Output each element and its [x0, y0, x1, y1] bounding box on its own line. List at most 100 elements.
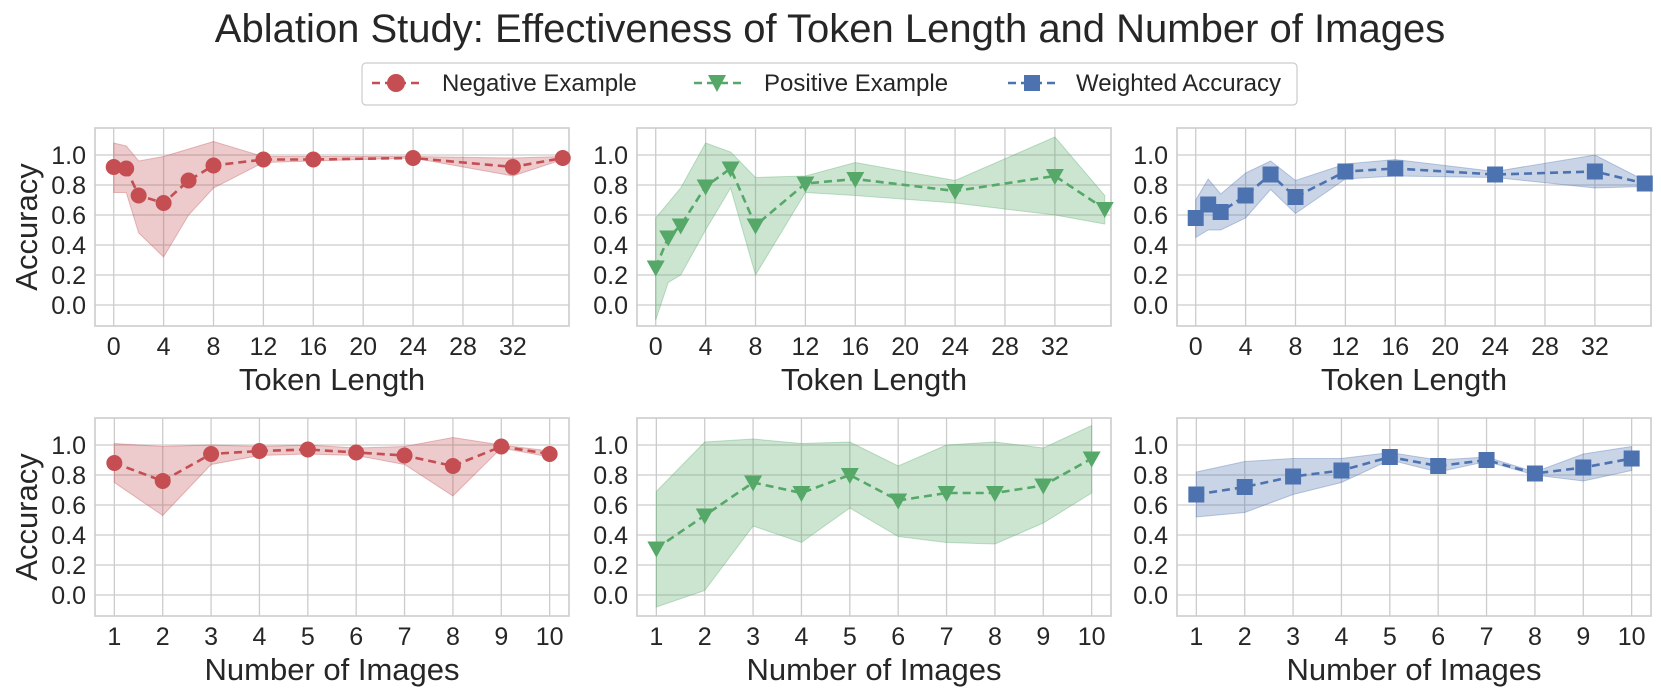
legend-frame	[361, 62, 1298, 106]
data-point	[846, 172, 865, 188]
x-axis-label: Number of Images	[1287, 652, 1542, 687]
x-tick-label: 12	[249, 333, 277, 361]
subplot-1-0: 1 2 3 4 5 6 7 8 9 10 0.00.20.40.60.81.0 Number of I…	[9, 417, 570, 687]
y-tick-label: 0.0	[593, 292, 628, 320]
data-point	[746, 218, 765, 235]
data-point	[299, 441, 316, 458]
x-tick-label: 4	[1239, 333, 1253, 361]
data-point	[1337, 163, 1354, 180]
data-point	[541, 446, 558, 462]
x-tick-label: 10	[536, 623, 564, 651]
legend-label-weighted: Weighted Accuracy	[1076, 70, 1281, 97]
x-tick-label: 10	[1618, 623, 1646, 651]
y-tick-label: 1.0	[1133, 142, 1168, 170]
data-point	[721, 161, 740, 178]
x-tick-label: 10	[1078, 623, 1106, 651]
y-axis-label: Accuracy	[9, 453, 44, 581]
data-point	[106, 455, 123, 471]
legend-label-negative: Negative Example	[442, 70, 637, 97]
x-tick-label: 9	[1036, 623, 1050, 651]
y-tick-label: 1.0	[593, 432, 628, 460]
y-tick-label: 0.6	[593, 492, 628, 520]
data-point	[840, 468, 859, 484]
y-tick-label: 0.2	[593, 552, 628, 580]
data-point	[255, 151, 272, 168]
x-tick-label: 5	[1383, 623, 1397, 651]
legend-entry-negative: Negative Example	[372, 70, 637, 97]
x-tick-label: 1	[107, 623, 121, 651]
legend-marker-weighted	[1024, 75, 1040, 91]
y-tick-label: 0.0	[51, 292, 86, 320]
subplot-0-2: 0 4 8 12 16 20 24 28 32 0.00.20.40.60.81.0 Token L…	[1133, 127, 1653, 397]
x-tick-label: 6	[349, 623, 363, 651]
x-tick-label: 4	[1334, 623, 1348, 651]
y-tick-label: 0.8	[593, 462, 628, 490]
x-tick-label: 32	[499, 333, 527, 361]
plot-area	[95, 128, 569, 326]
x-tick-label: 7	[398, 623, 412, 651]
x-tick-label: 5	[301, 623, 315, 651]
axes-frame	[1176, 417, 1652, 617]
x-tick-label: 1	[1189, 623, 1203, 651]
data-point	[946, 184, 965, 200]
legend-entry-positive: Positive Example	[694, 70, 948, 97]
x-tick-label: 24	[399, 333, 427, 361]
x-tick-label: 24	[941, 333, 969, 361]
x-tick-label: 3	[746, 623, 760, 651]
data-point	[1045, 169, 1064, 185]
data-point	[504, 159, 521, 175]
data-point	[130, 187, 147, 204]
legend-marker-positive	[708, 75, 726, 92]
data-point	[1187, 210, 1204, 226]
data-point	[105, 159, 122, 175]
confidence-band	[655, 136, 1106, 321]
x-tick-label: 4	[699, 333, 713, 361]
y-tick-label: 0.2	[51, 262, 86, 290]
y-tick-label: 0.8	[1133, 462, 1168, 490]
data-point	[1236, 479, 1253, 495]
legend: Negative Example Positive Example Weight…	[361, 62, 1298, 106]
data-point	[985, 486, 1004, 502]
y-tick-label: 1.0	[51, 432, 86, 460]
data-point	[796, 176, 815, 193]
x-tick-label: 9	[494, 623, 508, 651]
data-point	[1586, 163, 1603, 180]
y-tick-label: 0.4	[593, 522, 628, 550]
legend-label-positive: Positive Example	[764, 70, 948, 97]
y-tick-label: 0.4	[51, 522, 86, 550]
x-tick-label: 3	[204, 623, 218, 651]
y-tick-label: 0.0	[51, 582, 86, 610]
y-tick-label: 0.8	[593, 172, 628, 200]
y-tick-label: 0.8	[51, 462, 86, 490]
series-line	[113, 445, 550, 483]
x-tick-label: 8	[1289, 333, 1303, 361]
x-tick-label: 1	[649, 623, 663, 651]
axes-frame	[636, 127, 1112, 327]
y-tick-label: 1.0	[1133, 432, 1168, 460]
y-tick-label: 0.4	[593, 232, 628, 260]
data-point	[180, 172, 197, 189]
subplot-0-1: 0 4 8 12 16 20 24 28 32 0.00.20.40.60.81.0 Token L…	[593, 127, 1114, 397]
data-point	[1575, 459, 1592, 476]
data-point	[1430, 458, 1447, 474]
y-tick-label: 0.8	[1133, 172, 1168, 200]
x-tick-label: 5	[843, 623, 857, 651]
plot-area	[637, 128, 1111, 326]
x-tick-label: 2	[156, 623, 170, 651]
y-tick-label: 0.2	[593, 262, 628, 290]
x-tick-label: 16	[1381, 333, 1409, 361]
x-axis-label: Token Length	[1321, 362, 1507, 397]
y-tick-label: 0.2	[1133, 262, 1168, 290]
x-tick-label: 0	[649, 333, 663, 361]
series-line	[655, 457, 1093, 550]
y-axis-label: Accuracy	[9, 163, 44, 291]
x-tick-label: 12	[791, 333, 819, 361]
data-point	[1478, 452, 1495, 468]
data-point	[1095, 202, 1114, 218]
data-point	[1212, 204, 1229, 220]
x-tick-label: 3	[1286, 623, 1300, 651]
data-point	[1487, 166, 1504, 183]
y-tick-label: 0.4	[1133, 522, 1168, 550]
data-point	[118, 160, 135, 177]
x-tick-label: 12	[1331, 333, 1359, 361]
